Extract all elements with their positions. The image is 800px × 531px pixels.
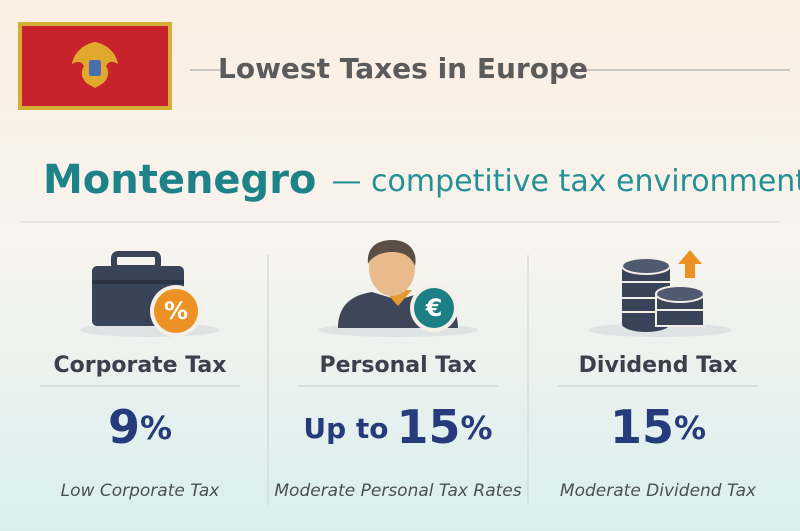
card-title: Personal Tax: [319, 353, 476, 378]
briefcase-icon: %: [80, 251, 220, 337]
card-value: Up to 15%: [303, 400, 492, 454]
header-title: Lowest Taxes in Europe: [218, 52, 588, 85]
headline: Montenegro — competitive tax environment: [43, 157, 800, 203]
cards: Corporate Tax 9% Low Corporate Tax Personal…: [40, 353, 758, 501]
card-description: Low Corporate Tax: [61, 481, 221, 501]
value-number: 9: [108, 400, 140, 454]
person-icon: €: [318, 240, 478, 337]
value-unit: %: [461, 409, 493, 447]
value-prefix: Up to: [303, 412, 388, 445]
headline-country: Montenegro: [43, 157, 316, 203]
card-value: 9%: [108, 400, 172, 454]
svg-text:%: %: [164, 297, 188, 325]
card-title: Dividend Tax: [579, 353, 738, 378]
value-number: 15: [610, 400, 674, 454]
card-description: Moderate Dividend Tax: [560, 481, 757, 501]
card-description: Moderate Personal Tax Rates: [274, 481, 521, 501]
headline-tagline: — competitive tax environment: [332, 164, 800, 199]
card-title: Corporate Tax: [54, 353, 227, 378]
flag: [18, 22, 172, 110]
value-unit: %: [674, 409, 706, 447]
value-unit: %: [140, 409, 172, 447]
value-number: 15: [397, 400, 461, 454]
card-value: 15%: [610, 400, 706, 454]
coins-icon: [588, 250, 732, 337]
svg-text:€: €: [425, 294, 443, 322]
